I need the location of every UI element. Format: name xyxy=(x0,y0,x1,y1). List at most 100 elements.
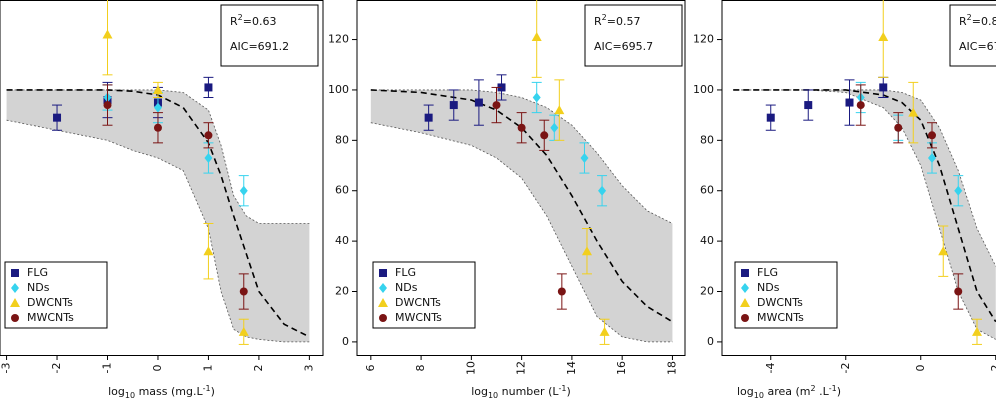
x-tick-label: -1 xyxy=(100,363,113,374)
panel: -3 -2 -1 0 1 2 3 log10​ mass (mg.L-1​) FLG NDs DWC… xyxy=(0,0,324,400)
plot-frame xyxy=(721,0,996,356)
marker-diamond xyxy=(580,152,589,163)
legend-box xyxy=(734,261,838,329)
legend-label: FLG xyxy=(757,266,778,279)
marker-diamond xyxy=(379,283,387,293)
r2-sup: 2 xyxy=(967,13,972,22)
marker-circle xyxy=(517,123,526,132)
y-tick-label: 40 xyxy=(700,234,714,247)
marker-diamond xyxy=(598,185,607,196)
marker-square xyxy=(741,269,749,277)
r2-symbol: R xyxy=(959,15,967,28)
stats-frame xyxy=(584,4,683,67)
marker-triangle xyxy=(740,298,750,307)
x-tick-label: 14 xyxy=(565,361,578,375)
confidence-band xyxy=(6,89,310,342)
panel: -4-202020406080100120log10​ area (m2​ .L… xyxy=(693,0,996,400)
marker-triangle xyxy=(531,32,542,42)
confidence-band xyxy=(370,89,673,342)
marker-triangle xyxy=(599,326,610,336)
x-tick-label: 8 xyxy=(414,365,427,372)
marker-triangle xyxy=(554,105,565,115)
legend-label: DWCNTs xyxy=(27,296,73,309)
legend: FLG NDs DWCNTs MWCNTs xyxy=(372,261,476,329)
marker-diamond xyxy=(550,122,559,133)
x-label-part: log xyxy=(737,385,754,398)
x-label-part: .L xyxy=(816,385,830,398)
legend-label: MWCNTs xyxy=(27,311,74,324)
marker-diamond xyxy=(532,92,541,103)
marker-triangle xyxy=(10,298,20,307)
legend: FLG NDs DWCNTs MWCNTs xyxy=(734,261,838,329)
y-tick-label: 120 xyxy=(328,33,349,46)
x-label-part: area (m xyxy=(764,385,811,398)
marker-circle xyxy=(492,101,501,110)
x-label-part: ) xyxy=(837,385,841,398)
r2-text: R2=0.8 xyxy=(959,13,996,29)
legend-label: MWCNTs xyxy=(395,311,442,324)
marker-square xyxy=(449,101,458,110)
plot-frame xyxy=(356,0,686,356)
legend-label: FLG xyxy=(395,266,416,279)
y-tick-label: 0 xyxy=(342,335,349,348)
marker-circle xyxy=(540,131,549,140)
r2-value: =0.8 xyxy=(972,15,996,28)
r2-text: R2=0.63 xyxy=(230,13,276,29)
marker-square xyxy=(204,83,213,92)
marker-diamond xyxy=(204,152,213,163)
marker-square xyxy=(497,83,506,92)
marker-triangle xyxy=(203,246,214,256)
y-tick-label: 20 xyxy=(335,285,349,298)
r2-value: =0.63 xyxy=(243,15,277,28)
y-tick-label: 80 xyxy=(700,133,714,146)
x-tick-label: 1 xyxy=(201,365,214,372)
x-axis-label: log10​ area (m2​ .L-1​) xyxy=(737,384,841,400)
marker-square xyxy=(424,113,433,122)
marker-triangle xyxy=(378,298,388,307)
x-label-part: ) xyxy=(211,385,215,398)
legend-label: FLG xyxy=(27,266,48,279)
r2-symbol: R xyxy=(594,15,602,28)
r2-value: =0.57 xyxy=(607,15,641,28)
stats-box: R2=0.57 AIC=695.7 xyxy=(584,4,683,67)
x-tick-label: 6 xyxy=(364,365,377,372)
x-tick-label: 18 xyxy=(665,361,678,375)
panel: 6 8 10 12 14 16 18 0 20 40 60 80 100 120 log10​ number… xyxy=(328,0,686,400)
legend-label: NDs xyxy=(395,281,418,294)
x-tick-label: 2 xyxy=(252,365,265,372)
marker-triangle xyxy=(908,107,919,117)
x-label-part: 2 xyxy=(811,384,816,393)
x-tick-label: -3 xyxy=(0,363,13,374)
marker-triangle xyxy=(581,246,592,256)
marker-circle xyxy=(153,123,162,132)
x-tick-label: 0 xyxy=(151,365,164,372)
marker-circle xyxy=(11,314,19,322)
y-tick-label: 120 xyxy=(693,33,714,46)
marker-triangle xyxy=(938,246,949,256)
marker-square xyxy=(474,98,483,107)
x-tick-label: -4 xyxy=(764,363,777,374)
marker-circle xyxy=(204,131,213,140)
aic-text: AIC=691.2 xyxy=(230,40,289,53)
legend-label: DWCNTs xyxy=(757,296,803,309)
y-tick-label: 80 xyxy=(335,133,349,146)
legend-box xyxy=(4,261,108,329)
x-label-part: 10 xyxy=(754,391,764,400)
legend-label: DWCNTs xyxy=(395,296,441,309)
marker-square xyxy=(804,101,813,110)
y-tick-label: 60 xyxy=(700,184,714,197)
legend-label: NDs xyxy=(27,281,50,294)
marker-triangle xyxy=(152,84,163,94)
r2-sup: 2 xyxy=(238,13,243,22)
marker-diamond xyxy=(239,185,248,196)
x-label-part: log xyxy=(108,385,125,398)
marker-square xyxy=(879,83,888,92)
x-tick-label: 2 xyxy=(989,365,996,372)
band-edge xyxy=(370,122,673,343)
marker-diamond xyxy=(741,283,749,293)
marker-circle xyxy=(741,314,749,322)
marker-square xyxy=(766,113,775,122)
r2-symbol: R xyxy=(230,15,238,28)
marker-diamond xyxy=(11,283,19,293)
stats-box: R2=0.8 AIC=67 xyxy=(949,4,996,67)
